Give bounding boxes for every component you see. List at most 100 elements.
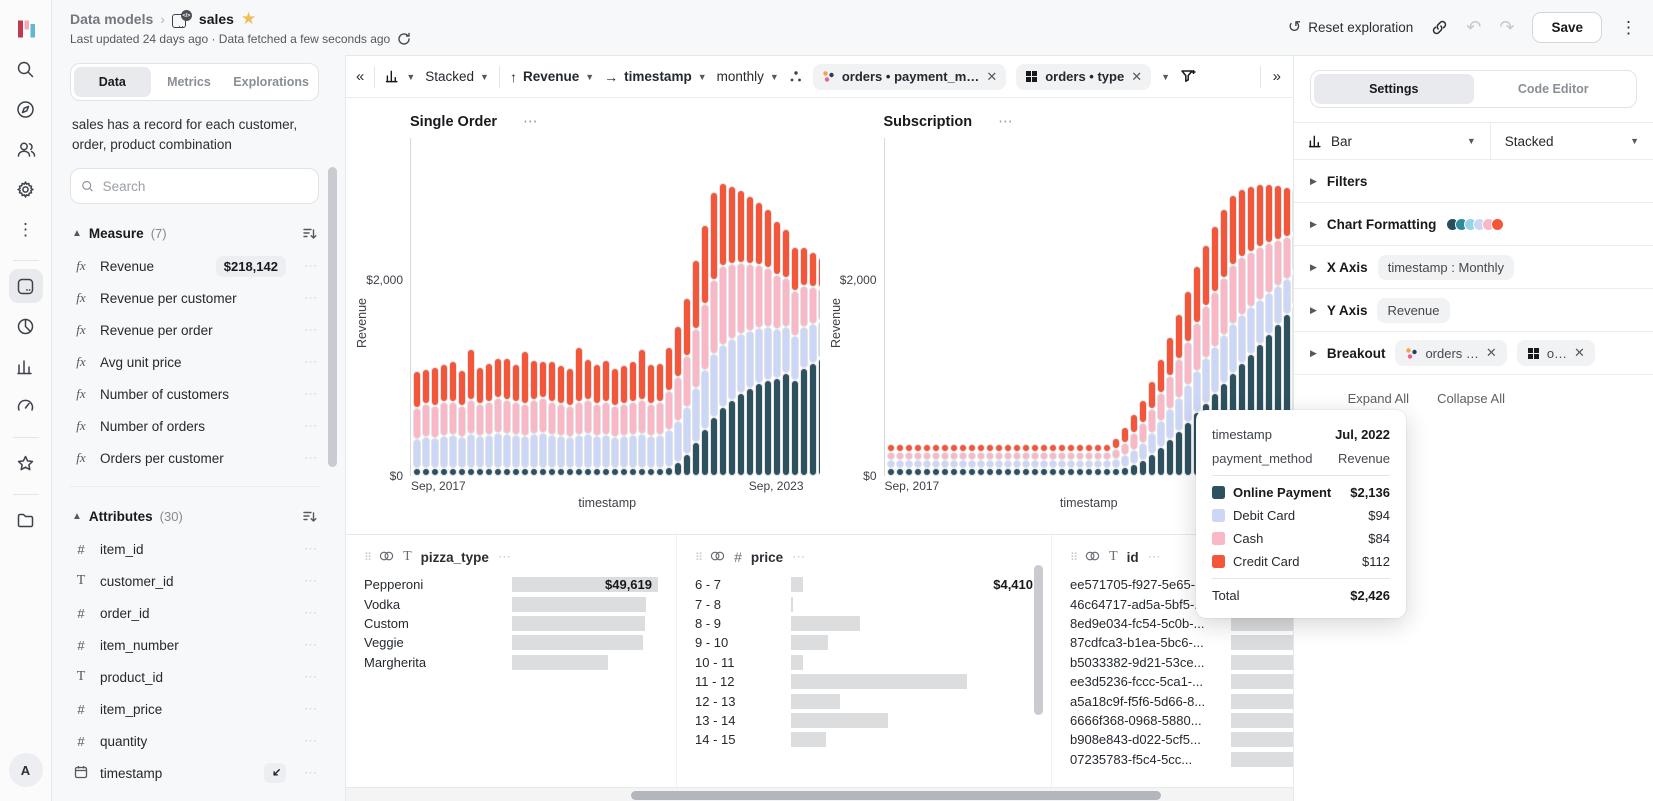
bar[interactable] [476, 367, 484, 476]
bar[interactable] [1138, 399, 1147, 476]
share-link-icon[interactable] [1431, 19, 1448, 36]
bar[interactable] [548, 361, 556, 476]
value-row[interactable]: 13 - 14 [695, 711, 1033, 730]
search-box[interactable] [70, 168, 319, 205]
bar[interactable] [782, 229, 790, 476]
close-icon[interactable]: ✕ [986, 68, 998, 84]
row-menu-icon[interactable]: ⋯ [304, 573, 317, 589]
bar[interactable] [728, 185, 736, 476]
reset-exploration-button[interactable]: ↺ Reset exploration [1287, 18, 1414, 36]
favorites-star-icon[interactable] [9, 446, 43, 480]
settings-section-filters[interactable]: ▶ Filters [1294, 160, 1653, 203]
bar[interactable] [485, 363, 493, 476]
value-row[interactable]: 10 - 11 [695, 653, 1033, 672]
bar[interactable] [1012, 444, 1021, 476]
bar[interactable] [773, 221, 781, 476]
bar[interactable] [638, 349, 646, 476]
link-fields-icon[interactable] [379, 550, 394, 565]
bar[interactable] [458, 370, 466, 476]
settings-section-chart-formatting[interactable]: ▶ Chart Formatting [1294, 203, 1653, 246]
attribute-row[interactable]: # quantity ⋯ [70, 725, 319, 757]
bar[interactable] [737, 189, 745, 476]
sidebar-scrollbar[interactable] [328, 167, 337, 467]
row-menu-icon[interactable]: ⋯ [304, 290, 317, 306]
bar[interactable] [593, 364, 601, 476]
measure-row[interactable]: fx Revenue $218,142 ⋯ [70, 250, 319, 282]
bar[interactable] [413, 371, 421, 476]
breakout-chip-type[interactable]: orders • type ✕ [1016, 63, 1152, 90]
bar[interactable] [620, 365, 628, 476]
bar[interactable] [800, 246, 808, 476]
row-menu-icon[interactable]: ⋯ [304, 765, 317, 781]
bar[interactable] [467, 349, 475, 476]
bar[interactable] [539, 361, 547, 476]
value-row[interactable]: 87cdfca3-b1ea-5bc6-... [1070, 633, 1293, 652]
bar-chart-icon[interactable] [9, 349, 43, 383]
bar[interactable] [701, 225, 709, 476]
kebab-menu-icon[interactable]: ⋮ [1620, 18, 1637, 37]
tab-explorations[interactable]: Explorations [233, 75, 309, 89]
chart-type-dropdown[interactable]: ▼ [385, 69, 415, 84]
chips-dropdown-icon[interactable]: ▼ [1161, 71, 1171, 82]
explore-compass-icon[interactable] [9, 92, 43, 126]
bar[interactable] [584, 359, 592, 476]
drag-handle-icon[interactable]: ⠿ [1070, 551, 1078, 564]
bar[interactable] [994, 444, 1003, 476]
collapse-panel-icon[interactable]: « [356, 68, 365, 85]
close-icon[interactable]: ✕ [1485, 345, 1497, 360]
bar[interactable] [647, 364, 655, 476]
value-row[interactable]: 12 - 13 [695, 691, 1033, 710]
bar[interactable] [985, 444, 994, 476]
bar[interactable] [1147, 380, 1156, 476]
horizontal-scrollbar[interactable] [346, 787, 1293, 801]
stacking-dropdown[interactable]: Stacked ▼ [425, 69, 489, 84]
value-row[interactable]: Margherita [364, 653, 658, 672]
bar[interactable] [1255, 183, 1264, 476]
bar[interactable] [1273, 184, 1282, 476]
bar[interactable] [1129, 413, 1138, 476]
bar[interactable] [665, 346, 673, 476]
sort-icon[interactable] [302, 509, 317, 524]
settings-tab-settings[interactable]: Settings [1314, 74, 1474, 104]
gauge-icon[interactable] [9, 389, 43, 423]
measure-row[interactable]: fx Revenue per order ⋯ [70, 314, 319, 346]
bar[interactable] [512, 364, 520, 476]
bar[interactable] [809, 251, 817, 476]
bar[interactable] [629, 361, 637, 476]
redo-icon[interactable]: ↷ [1499, 17, 1515, 37]
y-field-dropdown[interactable]: ↑ Revenue ▼ [509, 68, 595, 85]
settings-tab-code-editor[interactable]: Code Editor [1517, 82, 1589, 96]
bar[interactable] [557, 365, 565, 476]
expand-all-link[interactable]: Expand All [1347, 391, 1410, 406]
breadcrumb-root[interactable]: Data models [70, 11, 154, 27]
value-row[interactable]: a5a18c9f-f5f6-5d66-8... [1070, 691, 1293, 710]
value-row[interactable]: ee3d5236-fccc-5ca1-... [1070, 672, 1293, 691]
row-menu-icon[interactable]: ⋯ [304, 669, 317, 685]
drag-handle-icon[interactable]: ⠿ [364, 551, 372, 564]
link-fields-icon[interactable] [710, 550, 725, 565]
row-menu-icon[interactable]: ⋯ [304, 701, 317, 717]
row-menu-icon[interactable]: ⋯ [304, 322, 317, 338]
row-menu-icon[interactable]: ⋯ [304, 605, 317, 621]
x-field-dropdown[interactable]: → timestamp ▼ [604, 68, 707, 85]
panel-scrollbar[interactable] [1034, 565, 1043, 715]
app-logo[interactable] [9, 12, 43, 46]
bar[interactable] [940, 444, 949, 476]
link-fields-icon[interactable] [1085, 550, 1100, 565]
section-chip[interactable]: orders … ✕ [1395, 340, 1507, 366]
measure-row[interactable]: fx Revenue per customer ⋯ [70, 282, 319, 314]
bar[interactable] [503, 358, 511, 476]
bar[interactable] [1120, 427, 1129, 476]
attribute-row[interactable]: # item_number ⋯ [70, 629, 319, 661]
data-models-icon[interactable] [8, 269, 43, 303]
measure-row[interactable]: fx Number of customers ⋯ [70, 378, 319, 410]
bar[interactable] [1048, 444, 1057, 476]
bar[interactable] [1003, 444, 1012, 476]
close-icon[interactable]: ✕ [1131, 68, 1143, 84]
value-row[interactable]: 8 - 9 [695, 614, 1033, 633]
row-menu-icon[interactable]: ⋯ [304, 386, 317, 402]
attribute-row[interactable]: timestamp ⋯ [70, 757, 319, 789]
tab-metrics[interactable]: Metrics [167, 75, 211, 89]
scrollbar-thumb[interactable] [631, 790, 1161, 800]
